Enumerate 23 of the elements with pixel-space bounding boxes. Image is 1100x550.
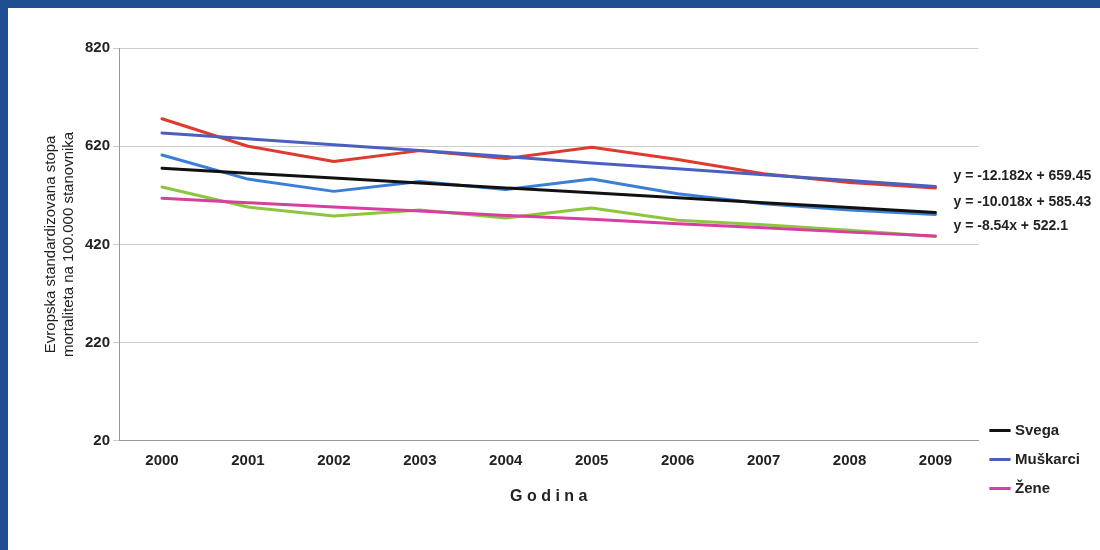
x-tick-label: 2005 <box>575 450 609 468</box>
annotation: y = -10.018x + 585.43 <box>953 193 1092 210</box>
x-tick-label: 2001 <box>231 450 265 468</box>
y-tick-label: 220 <box>85 332 111 350</box>
x-tick-label: 2000 <box>145 450 179 468</box>
x-tick-label: 2006 <box>660 450 695 468</box>
legend-label: Žene <box>1014 478 1050 496</box>
y-tick-label: 20 <box>93 430 111 448</box>
legend-label: Svega <box>1014 420 1060 438</box>
x-tick-label: 2008 <box>832 450 867 468</box>
x-axis-title: G o d i n a <box>510 486 588 504</box>
x-tick-label: 2009 <box>918 450 953 468</box>
x-tick-label: 2004 <box>489 450 524 468</box>
x-tick-label: 2007 <box>746 450 781 468</box>
y-tick-label: 620 <box>85 136 111 154</box>
x-tick-label: 2002 <box>317 450 351 468</box>
annotation: y = -8.54x + 522.1 <box>953 216 1069 233</box>
y-axis-title: Evropska standardizovana stopa mortaliteta na 100.000 stanovnika <box>41 131 77 357</box>
annotation: y = -12.182x + 659.45 <box>953 167 1092 184</box>
legend-label: Muškarci <box>1014 449 1081 467</box>
y-tick-label: 820 <box>85 38 111 56</box>
x-tick-label: 2003 <box>403 450 437 468</box>
y-tick-label: 420 <box>85 234 111 252</box>
